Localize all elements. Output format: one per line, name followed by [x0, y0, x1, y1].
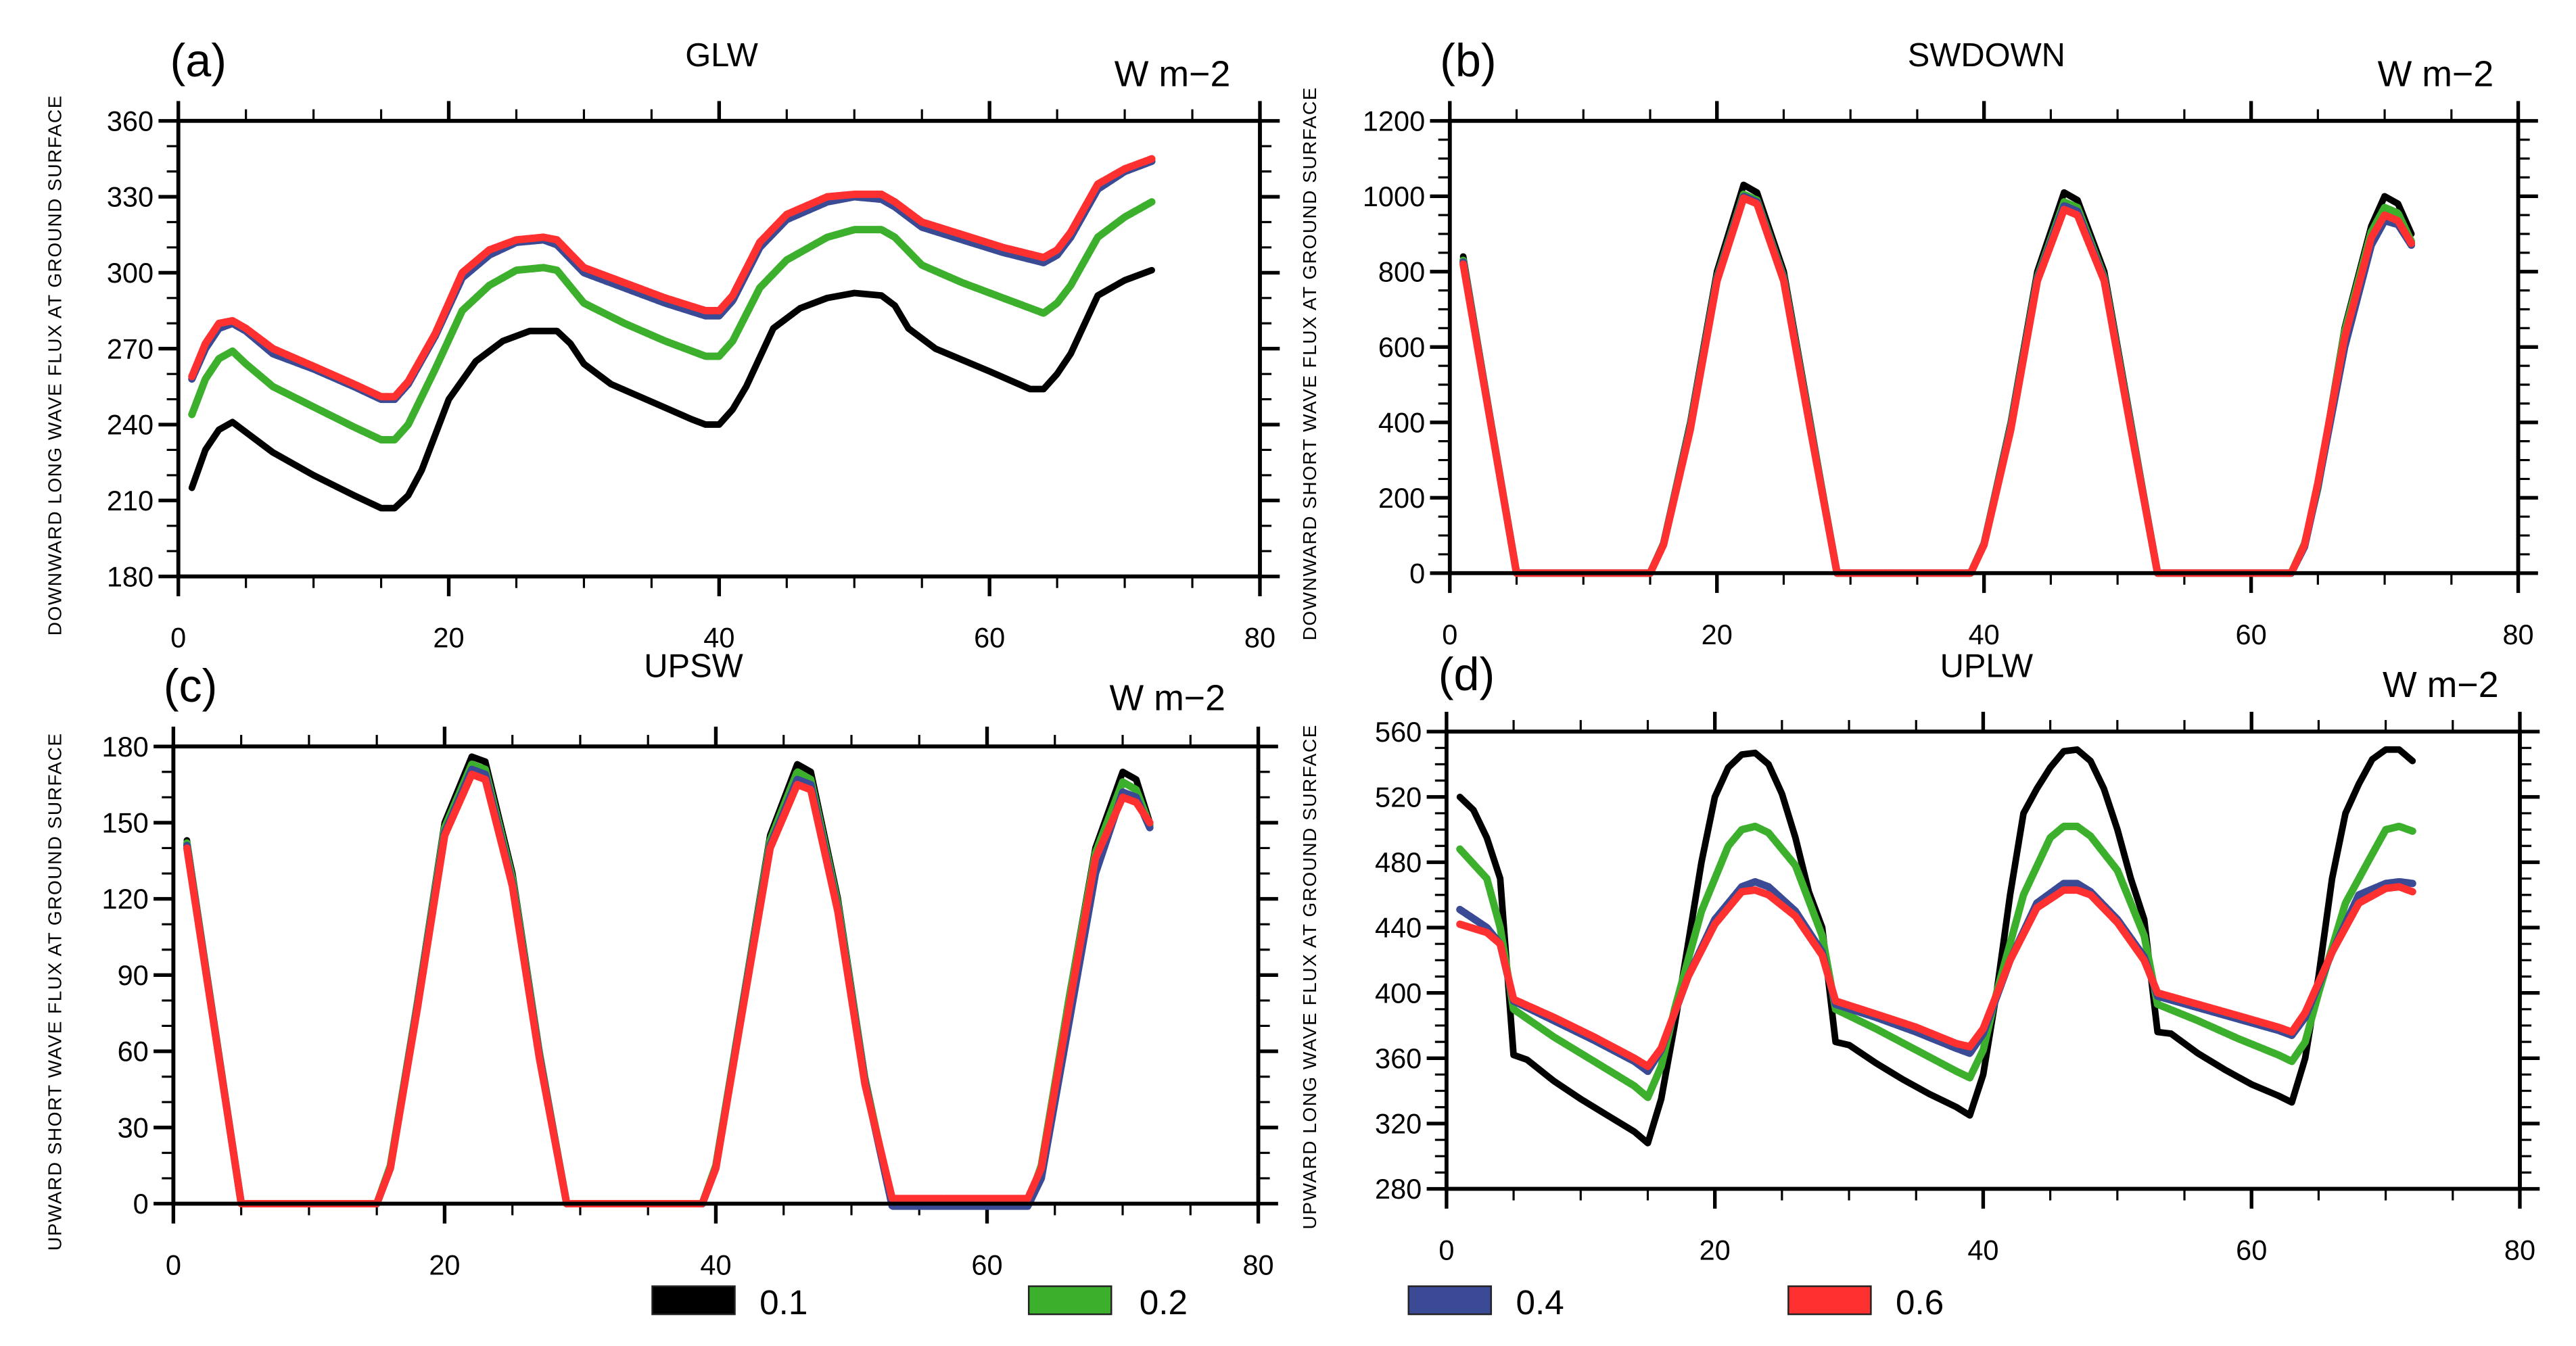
y-tick-label: 180: [102, 731, 149, 763]
y-tick-label: 120: [102, 883, 149, 915]
series-line-0.6: [1456, 883, 2416, 1070]
y-tick-label: 360: [1375, 1042, 1422, 1074]
y-tick-label: 560: [1375, 716, 1422, 748]
y-tick-label: 360: [107, 105, 154, 137]
series-line-0.2: [1456, 822, 2416, 1101]
series-line-0.4: [183, 765, 1154, 1210]
x-tick-label: 20: [1702, 619, 1733, 650]
y-tick-label: 240: [107, 409, 154, 441]
x-tick-label: 20: [433, 622, 464, 654]
panel-b: (b) SWDOWN W m−2 DOWNWARD SHORT WAVE FLUX A…: [1299, 35, 2538, 650]
y-tick-label: 180: [107, 560, 154, 592]
series-line-0.2: [183, 761, 1154, 1207]
series-line-0.6: [183, 770, 1154, 1207]
y-tick-label: 400: [1375, 977, 1422, 1009]
units-label: W m−2: [2378, 53, 2494, 94]
units-label: W m−2: [2383, 665, 2499, 705]
legend-swatch-0.6: [1787, 1285, 1872, 1316]
x-tick-label: 80: [2504, 1234, 2535, 1266]
x-tick-label: 0: [1442, 619, 1457, 650]
series-line-0.1: [1456, 746, 2416, 1147]
y-tick-label: 330: [107, 181, 154, 213]
y-tick-label: 150: [102, 807, 149, 839]
series-line-0.2: [188, 198, 1156, 443]
chart-title: UPLW: [1940, 648, 2033, 685]
x-tick-label: 60: [2236, 619, 2267, 650]
plot-frame: [171, 744, 1261, 1206]
series-line-0.1: [188, 266, 1155, 512]
y-tick-label: 1200: [1363, 105, 1425, 137]
panel-label: (a): [170, 35, 227, 87]
panel-label: (c): [164, 660, 218, 712]
plot-frame: [1447, 118, 2521, 575]
y-tick-label: 90: [118, 959, 149, 991]
y-axis-label: DOWNWARD SHORT WAVE FLUX AT GROUND SURFA…: [1299, 87, 1320, 640]
x-tick-label: 60: [974, 622, 1005, 654]
x-tick-label: 0: [170, 622, 186, 654]
panel-a: (a) GLW W m−2 DOWNWARD LONG WAVE FLUX AT GR…: [44, 35, 1280, 654]
y-tick-label: 320: [1375, 1108, 1422, 1140]
y-axis-label: UPWARD SHORT WAVE FLUX AT GROUND SURFACE: [44, 732, 65, 1251]
legend-label: 0.4: [1516, 1283, 1564, 1322]
y-axis-label: UPWARD LONG WAVE FLUX AT GROUND SURFACE: [1299, 724, 1320, 1229]
legend: 0.1 0.2 0.4 0.6: [651, 1283, 1944, 1322]
x-tick-label: 40: [700, 1249, 731, 1280]
x-tick-label: 40: [703, 622, 734, 654]
legend-swatch-0.1: [651, 1285, 736, 1316]
series-line-0.4: [188, 158, 1156, 404]
chart-title: GLW: [685, 37, 758, 74]
legend-label: 0.6: [1896, 1283, 1944, 1322]
legend-label: 0.1: [759, 1283, 807, 1322]
x-tick-label: 80: [1244, 622, 1275, 654]
x-tick-label: 20: [429, 1249, 460, 1280]
series-line-0.1: [183, 753, 1154, 1207]
x-tick-label: 0: [166, 1249, 181, 1280]
series-line-0.4: [1459, 192, 2416, 577]
x-tick-label: 80: [2502, 619, 2533, 650]
y-tick-label: 480: [1375, 846, 1422, 878]
panel-label: (b): [1440, 35, 1497, 87]
panel-d: (d) UPLW W m−2 UPWARD LONG WAVE FLUX AT GRO…: [1299, 648, 2540, 1266]
x-tick-label: 80: [1242, 1249, 1273, 1280]
legend-swatch-0.2: [1027, 1285, 1113, 1316]
y-tick-label: 60: [118, 1036, 149, 1067]
chart-title: UPSW: [644, 648, 743, 685]
y-tick-label: 800: [1378, 256, 1425, 287]
plot-frame: [176, 118, 1262, 579]
y-tick-label: 200: [1378, 482, 1425, 514]
y-tick-label: 300: [107, 257, 154, 289]
y-tick-label: 600: [1378, 331, 1425, 363]
series-line-0.2: [1459, 190, 2416, 577]
legend-swatch-0.4: [1407, 1285, 1493, 1316]
y-tick-label: 400: [1378, 406, 1425, 438]
x-tick-label: 20: [1700, 1234, 1731, 1266]
units-label: W m−2: [1109, 677, 1225, 718]
y-tick-label: 440: [1375, 912, 1422, 944]
chart-title: SWDOWN: [1908, 37, 2065, 74]
legend-label: 0.2: [1140, 1283, 1188, 1322]
series-line-0.6: [1459, 194, 2416, 577]
panel-c: (c) UPSW W m−2 UPWARD SHORT WAVE FLUX AT GR…: [44, 648, 1278, 1280]
y-tick-label: 30: [118, 1111, 149, 1143]
panel-label: (d): [1438, 649, 1495, 700]
y-tick-label: 210: [107, 485, 154, 516]
y-axis-label: DOWNWARD LONG WAVE FLUX AT GROUND SURFAC…: [44, 95, 65, 635]
y-tick-label: 520: [1375, 781, 1422, 813]
x-tick-label: 40: [1969, 619, 2000, 650]
x-tick-label: 40: [1967, 1234, 1998, 1266]
y-tick-label: 0: [1409, 557, 1425, 589]
y-tick-label: 0: [133, 1188, 149, 1220]
x-tick-label: 0: [1438, 1234, 1454, 1266]
x-tick-label: 60: [2236, 1234, 2267, 1266]
y-tick-label: 1000: [1363, 181, 1425, 212]
plot-frame: [1444, 729, 2522, 1191]
units-label: W m−2: [1115, 53, 1231, 94]
x-tick-label: 60: [971, 1249, 1002, 1280]
series-line-0.1: [1459, 181, 2415, 577]
series-line-0.6: [188, 155, 1156, 401]
y-tick-label: 280: [1375, 1173, 1422, 1205]
y-tick-label: 270: [107, 333, 154, 364]
